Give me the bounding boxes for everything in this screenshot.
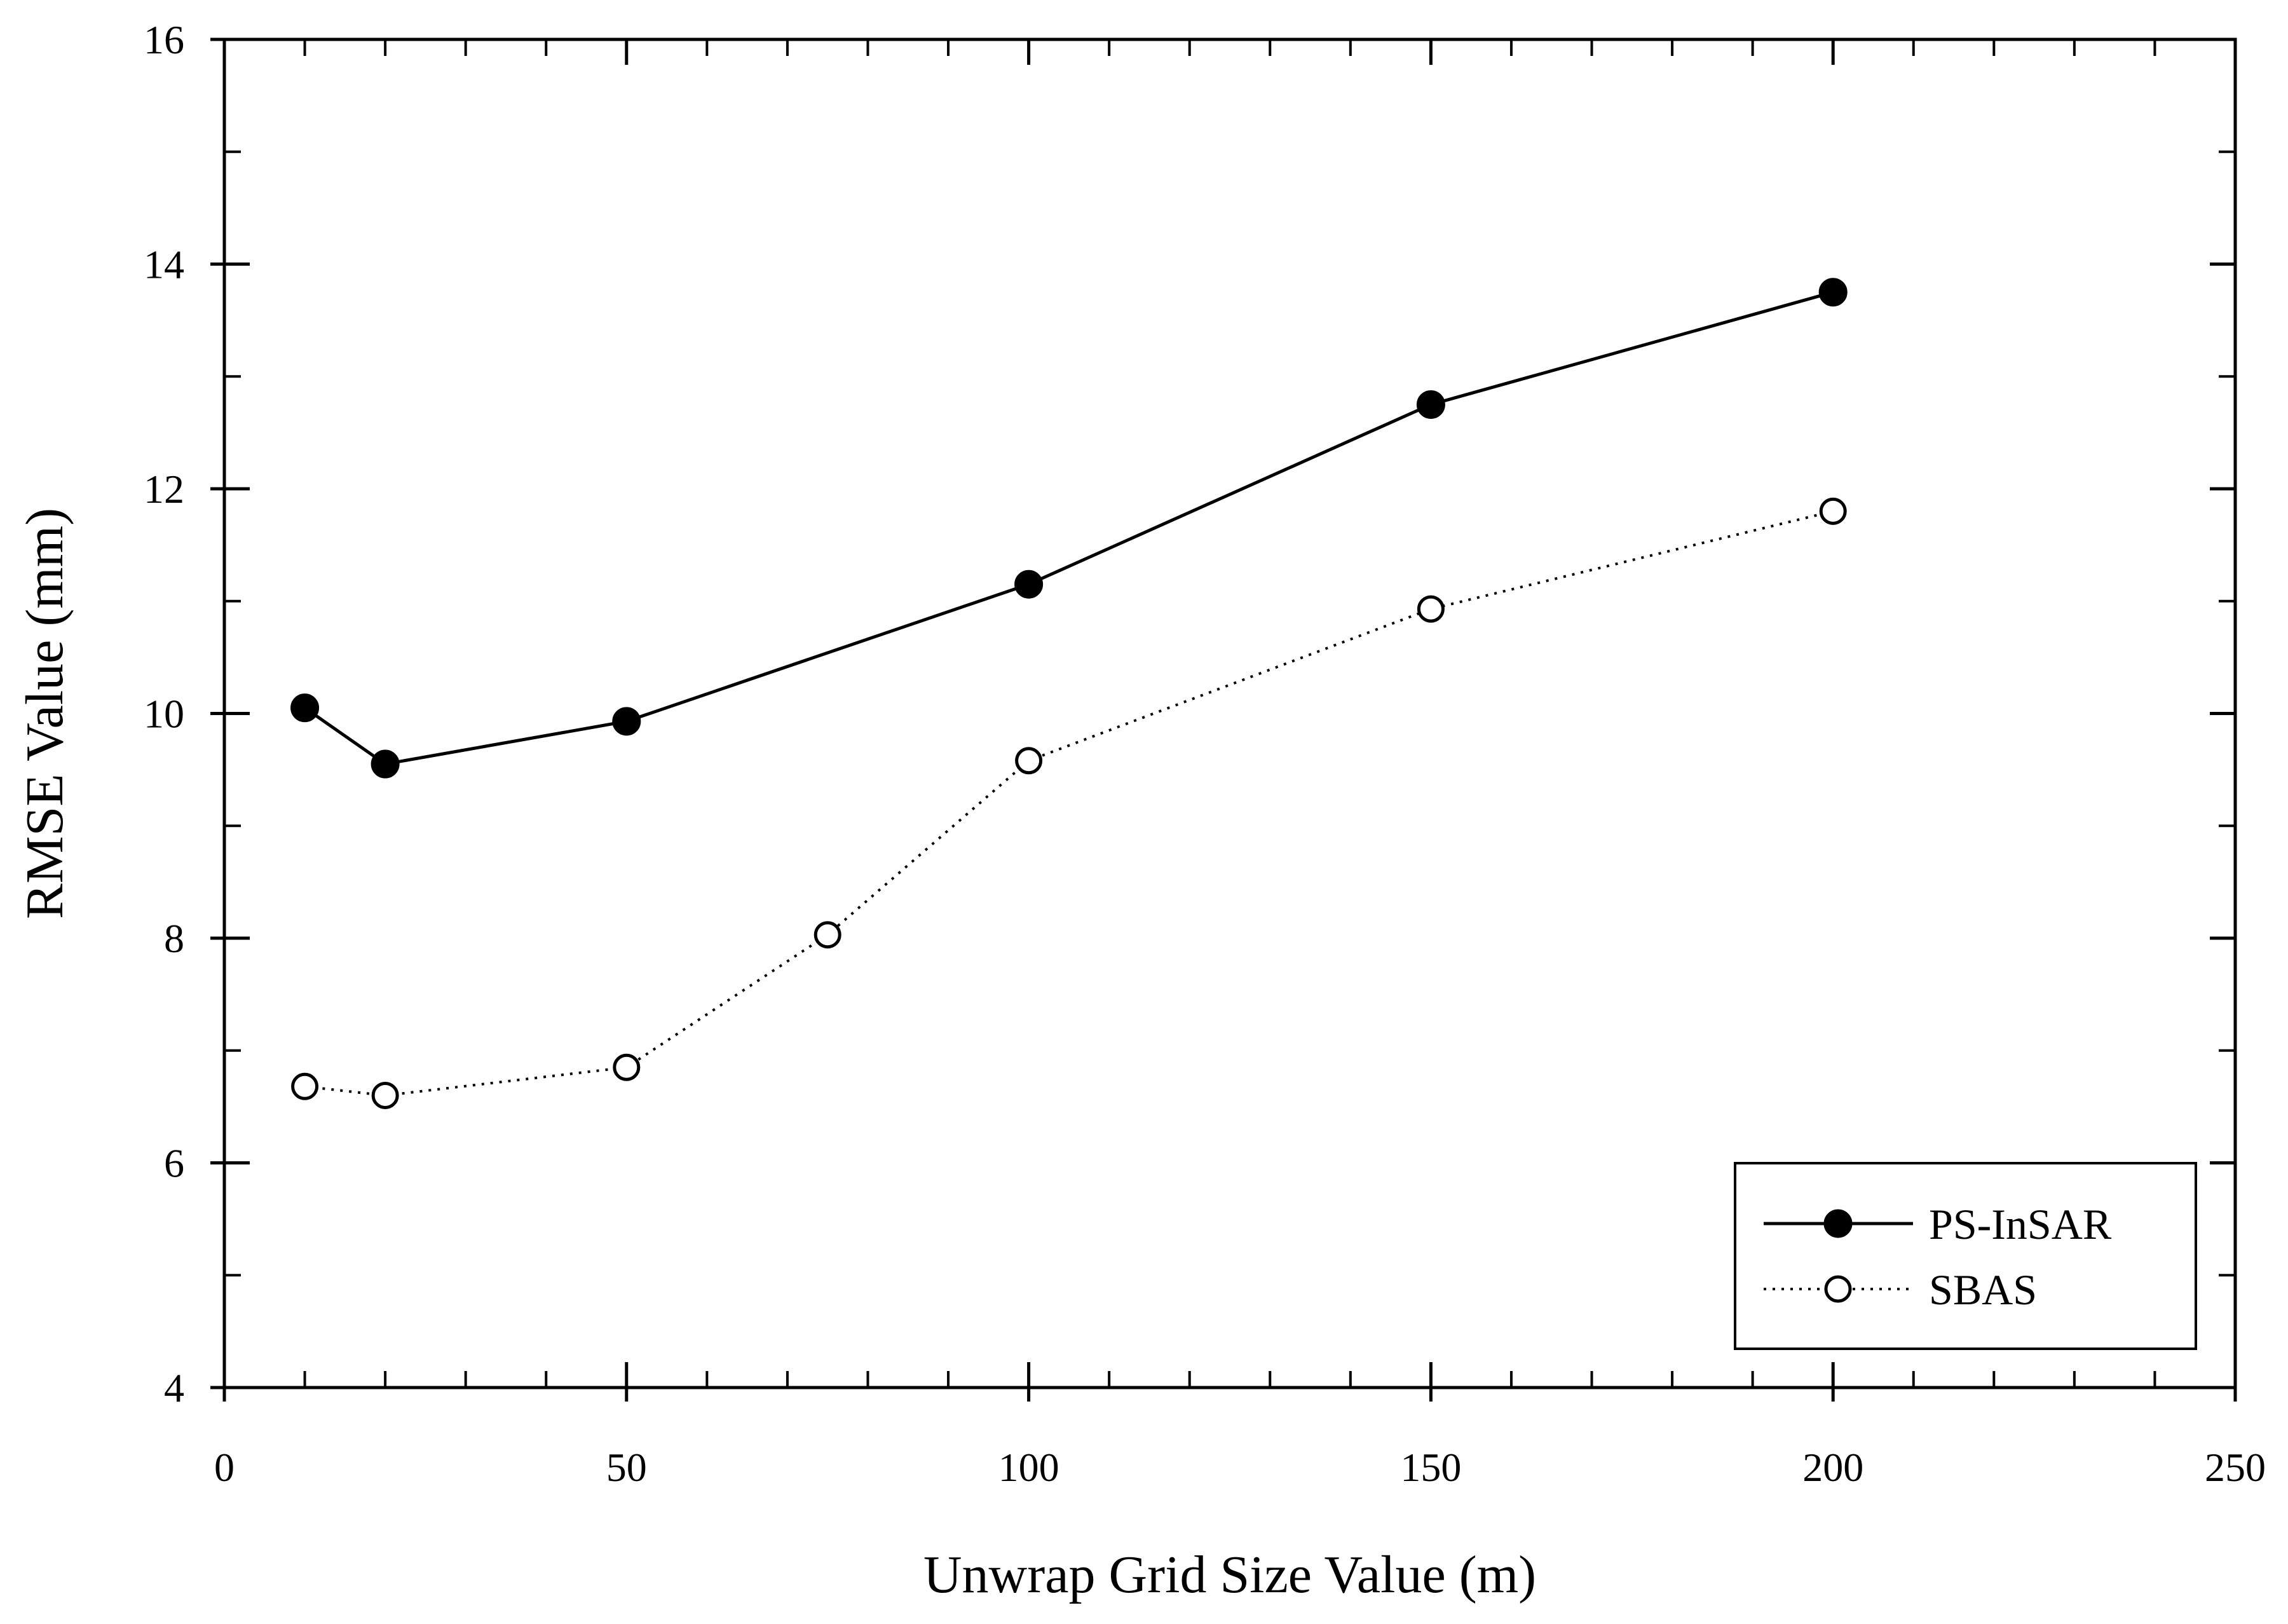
x-tick-label: 50 (606, 1445, 647, 1490)
y-tick-label: 14 (144, 242, 184, 287)
x-tick-label: 250 (2205, 1445, 2266, 1490)
x-tick-labels: 0 50 100 150 200 250 (214, 1445, 2266, 1490)
data-point-ps-insar (1014, 570, 1044, 599)
minor-ticks (224, 39, 2235, 1388)
data-point-sbas (1819, 497, 1847, 525)
x-tick-label: 0 (214, 1445, 235, 1490)
legend-label-sbas: SBAS (1929, 1266, 2037, 1314)
x-tick-label: 200 (1802, 1445, 1863, 1490)
series-line-sbas (304, 510, 1834, 1097)
series-line-ps-insar (304, 290, 1834, 766)
plot-frame (222, 38, 2237, 1389)
legend-box (1734, 1162, 2197, 1350)
data-point-ps-insar (1416, 390, 1445, 419)
data-point-ps-insar (371, 749, 400, 779)
x-tick-label: 100 (998, 1445, 1059, 1490)
data-point-ps-insar (290, 693, 320, 723)
y-tick-label: 4 (164, 1365, 184, 1410)
data-point-sbas (291, 1072, 319, 1100)
data-point-ps-insar (1818, 278, 1848, 307)
data-point-sbas (814, 921, 841, 949)
y-tick-label: 12 (144, 467, 184, 512)
y-tick-labels: 4 6 8 10 12 14 16 (144, 17, 184, 1410)
data-point-sbas (613, 1053, 641, 1081)
data-point-sbas (1417, 595, 1445, 623)
data-point-sbas (1015, 747, 1043, 775)
legend-label-ps-insar: PS-InSAR (1929, 1200, 2112, 1248)
data-point-sbas (371, 1081, 399, 1109)
y-axis-title: RMSE Value (mm) (15, 508, 74, 919)
series-group (290, 278, 1848, 1109)
legend: PS-InSAR SBAS (1734, 1162, 2197, 1350)
y-tick-label: 16 (144, 17, 184, 62)
x-axis-title: Unwrap Grid Size Value (m) (923, 1545, 1536, 1604)
x-tick-label: 150 (1400, 1445, 1461, 1490)
y-tick-label: 6 (164, 1141, 184, 1186)
legend-marker-sbas (1824, 1275, 1852, 1303)
data-point-ps-insar (612, 707, 641, 736)
y-tick-label: 10 (144, 692, 184, 737)
y-tick-label: 8 (164, 916, 184, 961)
legend-marker-ps-insar (1823, 1209, 1853, 1238)
